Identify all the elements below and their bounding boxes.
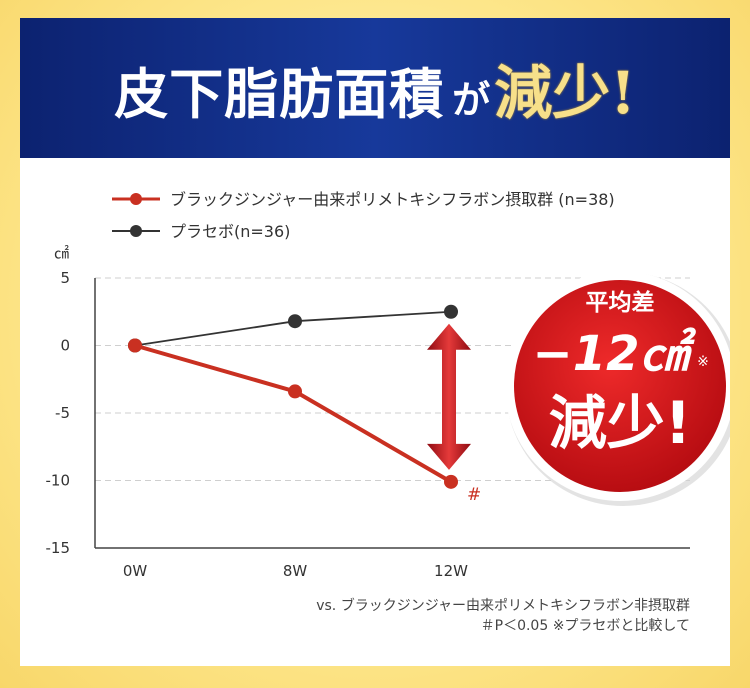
difference-arrow [427, 323, 471, 470]
title-main: 皮下脂肪面積 [114, 62, 445, 126]
badge-value: −12㎠ [532, 326, 696, 382]
data-point-treatment [444, 474, 458, 489]
title-accent: 減少! [494, 59, 636, 127]
y-tick-label: 0 [60, 337, 70, 355]
footnote-line2: ＃P＜0.05 ※プラセボと比較して [481, 618, 690, 634]
legend-item-placebo: プラセボ(n=36) [112, 222, 290, 241]
series-line-treatment [134, 343, 453, 484]
data-point-treatment [288, 384, 302, 399]
footnote-line1: vs. ブラックジンジャー由来ポリメトキシフラボン非摂取群 [316, 597, 690, 614]
data-point-placebo [288, 314, 302, 329]
legend-label-treatment: ブラックジンジャー由来ポリメトキシフラボン摂取群 (n=38) [170, 190, 615, 209]
y-tick-label: -15 [46, 539, 71, 557]
difference-arrow-shape [427, 323, 471, 470]
y-tick-label: -10 [46, 472, 71, 490]
x-tick-label: 12W [434, 562, 468, 580]
title-particle: が [452, 77, 491, 122]
badge-note-mark: ※ [697, 354, 709, 370]
y-tick-label: 5 [60, 269, 70, 287]
badge-line3: 減少! [549, 389, 691, 457]
x-tick-label: 8W [283, 562, 308, 580]
legend: ブラックジンジャー由来ポリメトキシフラボン摂取群 (n=38) プラセボ(n=3… [112, 190, 615, 241]
line-chart: ブラックジンジャー由来ポリメトキシフラボン摂取群 (n=38) プラセボ(n=3… [46, 190, 730, 634]
y-tick-label: -5 [55, 404, 70, 422]
badge-line1: 平均差 [586, 289, 655, 316]
y-axis-unit: ㎠ [54, 244, 69, 262]
legend-item-treatment: ブラックジンジャー由来ポリメトキシフラボン摂取群 (n=38) [112, 190, 615, 209]
difference-badge: 平均差 −12㎠ ※ 減少! [505, 271, 730, 506]
data-point-treatment [128, 338, 142, 353]
legend-label-placebo: プラセボ(n=36) [170, 222, 290, 241]
x-tick-label: 0W [123, 562, 148, 580]
significance-mark: # [467, 485, 481, 505]
chart-panel: ブラックジンジャー由来ポリメトキシフラボン摂取群 (n=38) プラセボ(n=3… [20, 158, 730, 666]
header-banner: 皮下脂肪面積 が 減少! [20, 18, 730, 158]
data-point-placebo [444, 304, 458, 319]
page-title: 皮下脂肪面積 が 減少! [114, 46, 635, 130]
